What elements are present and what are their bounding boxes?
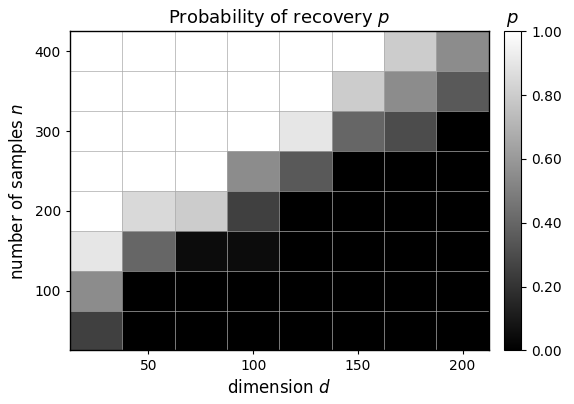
Title: $p$: $p$ (506, 11, 519, 29)
Title: Probability of recovery $p$: Probability of recovery $p$ (168, 7, 390, 29)
X-axis label: dimension $d$: dimension $d$ (227, 379, 331, 397)
Y-axis label: number of samples $n$: number of samples $n$ (7, 102, 29, 280)
